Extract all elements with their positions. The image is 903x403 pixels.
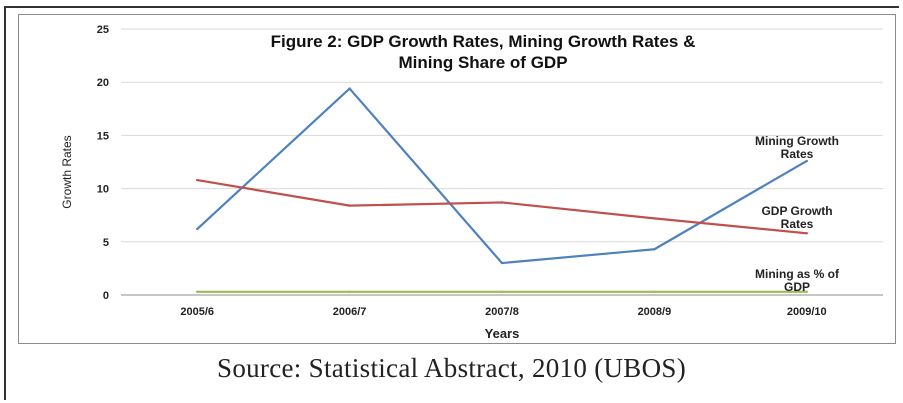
x-tick-label: 2009/10 [787, 306, 827, 318]
data-point [500, 201, 504, 204]
data-point [348, 204, 351, 207]
data-point [500, 290, 504, 294]
y-tick-label: 20 [97, 77, 109, 89]
series-line [196, 87, 808, 265]
data-point [196, 178, 199, 182]
y-tick-label: 15 [97, 130, 109, 142]
data-point [196, 227, 199, 231]
data-point [653, 248, 656, 251]
chart-title-line: Figure 2: GDP Growth Rates, Mining Growt… [271, 32, 696, 51]
data-point [805, 290, 808, 294]
chart-text: 0 5 10 15 20 25 2005/6 2006/7 2007/8 2008/9 2009/1… [60, 24, 840, 341]
x-tick-label: 2005/6 [180, 306, 214, 318]
data-point [805, 159, 808, 163]
data-point [805, 232, 808, 235]
x-axis-title: Years [485, 326, 520, 341]
chart-title-line: Mining Share of GDP [398, 53, 567, 72]
series-label: Mining Growth [755, 134, 839, 148]
data-point [348, 87, 351, 90]
series-line [197, 179, 807, 235]
series-label: Rates [781, 217, 814, 231]
line-chart: 0 5 10 15 20 25 2005/6 2006/7 2007/8 2008/9 2009/1… [60, 24, 883, 341]
data-point [196, 290, 199, 294]
series-label: GDP Growth [761, 204, 832, 218]
y-tick-label: 5 [103, 237, 109, 249]
figure-frame [4, 6, 899, 400]
y-axis-title: Growth Rates [60, 135, 74, 208]
data-point [653, 217, 656, 220]
series-label: GDP [784, 280, 810, 294]
y-tick-label: 10 [97, 184, 109, 196]
data-point [653, 290, 656, 294]
x-tick-label: 2008/9 [638, 306, 672, 318]
x-tick-label: 2007/8 [485, 306, 519, 318]
y-tick-label: 0 [103, 290, 109, 302]
data-point [500, 261, 504, 265]
y-tick-label: 25 [97, 24, 109, 36]
chart-panel: 0 5 10 15 20 25 2005/6 2006/7 2007/8 2008/9 2009/1… [18, 14, 896, 344]
series-label: Rates [781, 147, 814, 161]
x-tick-label: 2006/7 [333, 306, 367, 318]
source-note: Source: Statistical Abstract, 2010 (UBOS… [217, 353, 686, 383]
series-lines [196, 87, 808, 294]
series-label: Mining as % of [755, 267, 840, 281]
gridlines [121, 28, 883, 243]
data-point [348, 290, 351, 294]
